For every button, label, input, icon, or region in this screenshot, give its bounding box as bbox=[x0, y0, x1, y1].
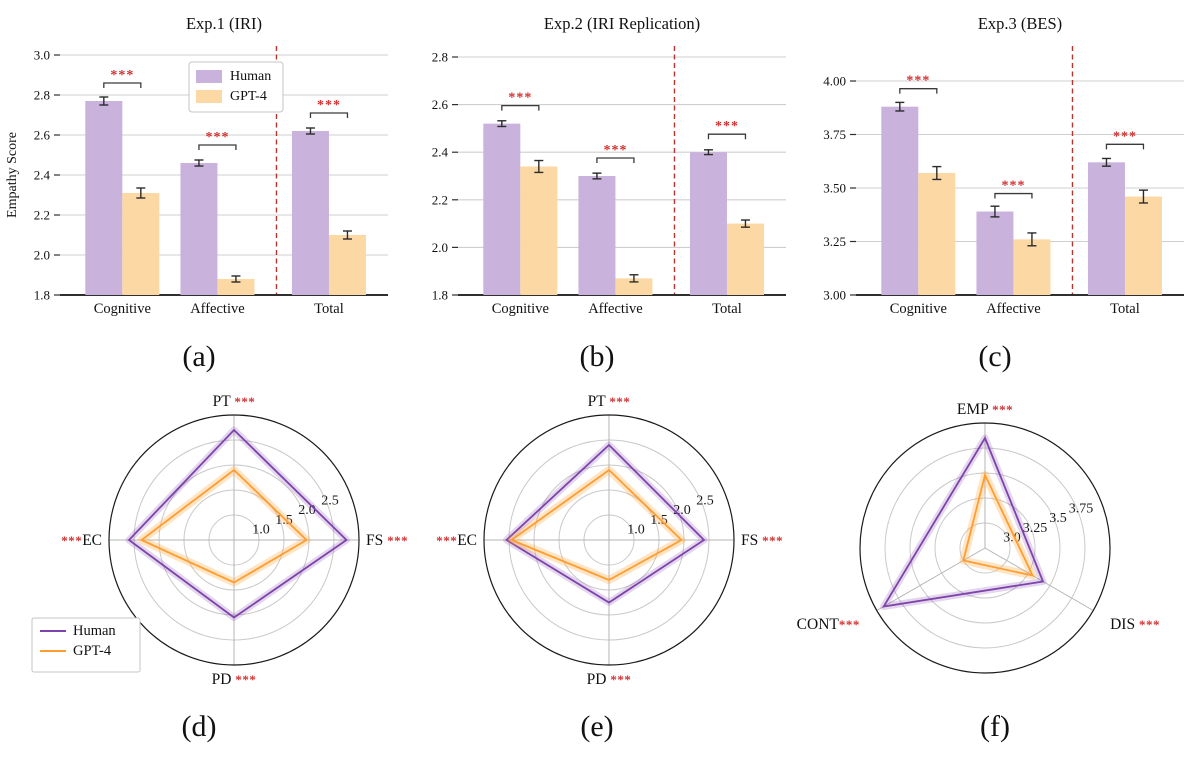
svg-text:Affective: Affective bbox=[190, 301, 244, 317]
svg-text:2.5: 2.5 bbox=[321, 493, 339, 508]
svg-text:Human: Human bbox=[230, 69, 271, 84]
svg-text:***: *** bbox=[110, 68, 134, 83]
svg-text:2.2: 2.2 bbox=[34, 208, 50, 223]
svg-text:1.0: 1.0 bbox=[627, 523, 645, 538]
svg-text:1.5: 1.5 bbox=[275, 513, 293, 528]
svg-text:GPT-4: GPT-4 bbox=[73, 643, 112, 659]
svg-text:DIS ***: DIS *** bbox=[1110, 616, 1160, 633]
svg-text:EMP ***: EMP *** bbox=[957, 401, 1013, 418]
svg-text:1.8: 1.8 bbox=[432, 288, 448, 303]
svg-text:Cognitive: Cognitive bbox=[94, 301, 151, 317]
svg-text:***: *** bbox=[715, 119, 739, 134]
svg-text:1.5: 1.5 bbox=[650, 513, 668, 528]
radar-chart-exp2-iri-subscales: 1.01.52.02.5PT ***FS ***PD ******EC bbox=[436, 393, 783, 688]
bar-chart-exp2-iri-replication: 1.8 2.0 2.2 2.4 2.6 2.8 Exp.2 (IRI Replication… bbox=[432, 14, 786, 317]
svg-text:FS ***: FS *** bbox=[741, 532, 783, 549]
svg-text:GPT-4: GPT-4 bbox=[230, 89, 267, 104]
svg-text:2.6: 2.6 bbox=[432, 97, 449, 112]
bar-chart-exp3-bes: 3.00 3.25 3.50 3.75 4.00 Exp.3 (BES) *** Cognit… bbox=[823, 14, 1184, 317]
svg-text:Cognitive: Cognitive bbox=[890, 301, 947, 317]
radar-chart-exp1-iri-subscales: 1.01.52.02.5PT ***FS ***PD ******ECHuman… bbox=[31, 393, 408, 688]
caption-f: (f) bbox=[980, 710, 1010, 743]
svg-text:Total: Total bbox=[1110, 301, 1140, 317]
svg-text:Human: Human bbox=[73, 623, 116, 639]
svg-text:2.0: 2.0 bbox=[34, 248, 50, 263]
caption-c: (c) bbox=[978, 340, 1012, 373]
caption-b: (b) bbox=[579, 340, 615, 373]
svg-text:***: *** bbox=[603, 143, 627, 158]
caption-e: (e) bbox=[580, 710, 614, 743]
svg-text:Affective: Affective bbox=[986, 301, 1040, 317]
svg-text:***: *** bbox=[1113, 129, 1137, 144]
svg-text:2.4: 2.4 bbox=[432, 145, 449, 160]
svg-text:2.5: 2.5 bbox=[696, 493, 714, 508]
svg-text:Exp.2 (IRI Replication): Exp.2 (IRI Replication) bbox=[544, 14, 700, 33]
svg-text:3.25: 3.25 bbox=[1023, 521, 1048, 536]
svg-text:***: *** bbox=[1001, 179, 1025, 194]
svg-text:3.5: 3.5 bbox=[1049, 511, 1067, 526]
svg-text:Affective: Affective bbox=[588, 301, 642, 317]
svg-text:3.50: 3.50 bbox=[823, 181, 846, 196]
svg-text:3.75: 3.75 bbox=[823, 127, 846, 142]
svg-text:Empathy Score: Empathy Score bbox=[5, 132, 20, 218]
svg-text:***: *** bbox=[906, 74, 930, 89]
svg-text:1.0: 1.0 bbox=[252, 523, 270, 538]
svg-text:FS ***: FS *** bbox=[366, 532, 408, 549]
svg-text:***: *** bbox=[205, 130, 229, 145]
svg-text:CONT***: CONT*** bbox=[797, 616, 860, 633]
svg-text:Total: Total bbox=[314, 301, 344, 317]
svg-text:PD ***: PD *** bbox=[212, 671, 257, 688]
svg-text:Cognitive: Cognitive bbox=[492, 301, 549, 317]
svg-text:3.00: 3.00 bbox=[823, 288, 846, 303]
svg-text:2.4: 2.4 bbox=[34, 168, 51, 183]
caption-a: (a) bbox=[182, 340, 216, 373]
svg-text:***EC: ***EC bbox=[436, 532, 477, 549]
svg-text:2.8: 2.8 bbox=[34, 88, 50, 103]
svg-text:3.25: 3.25 bbox=[823, 234, 846, 249]
svg-text:Total: Total bbox=[712, 301, 742, 317]
svg-text:***EC: ***EC bbox=[61, 532, 102, 549]
svg-text:2.6: 2.6 bbox=[34, 128, 51, 143]
svg-text:2.8: 2.8 bbox=[432, 50, 448, 65]
svg-text:PT ***: PT *** bbox=[213, 393, 256, 410]
svg-text:***: *** bbox=[508, 91, 532, 106]
svg-text:3.0: 3.0 bbox=[34, 48, 50, 63]
svg-text:***: *** bbox=[317, 98, 341, 113]
svg-text:PT ***: PT *** bbox=[588, 393, 631, 410]
svg-text:2.0: 2.0 bbox=[432, 240, 448, 255]
bar-chart-exp1-iri: 1.8 2.0 2.2 2.4 2.6 2.8 3.0 Exp.1 (IRI) Empathy … bbox=[5, 14, 388, 317]
svg-text:PD ***: PD *** bbox=[587, 671, 632, 688]
svg-text:4.00: 4.00 bbox=[823, 74, 846, 89]
caption-d: (d) bbox=[181, 710, 217, 743]
svg-text:2.2: 2.2 bbox=[432, 192, 448, 207]
svg-text:Exp.3 (BES): Exp.3 (BES) bbox=[978, 14, 1062, 33]
svg-text:3.75: 3.75 bbox=[1069, 501, 1094, 516]
svg-text:1.8: 1.8 bbox=[34, 288, 50, 303]
svg-text:Exp.1 (IRI): Exp.1 (IRI) bbox=[186, 14, 262, 33]
